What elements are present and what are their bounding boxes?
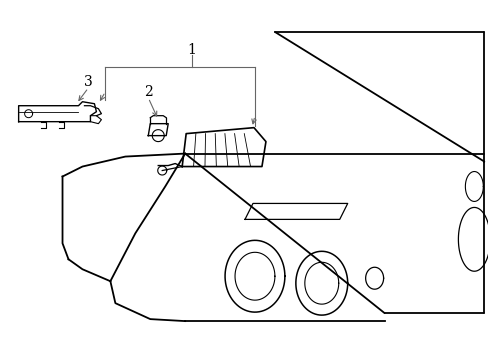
Text: 3: 3 bbox=[84, 75, 93, 89]
Text: 2: 2 bbox=[143, 85, 152, 99]
Text: 1: 1 bbox=[187, 43, 196, 57]
